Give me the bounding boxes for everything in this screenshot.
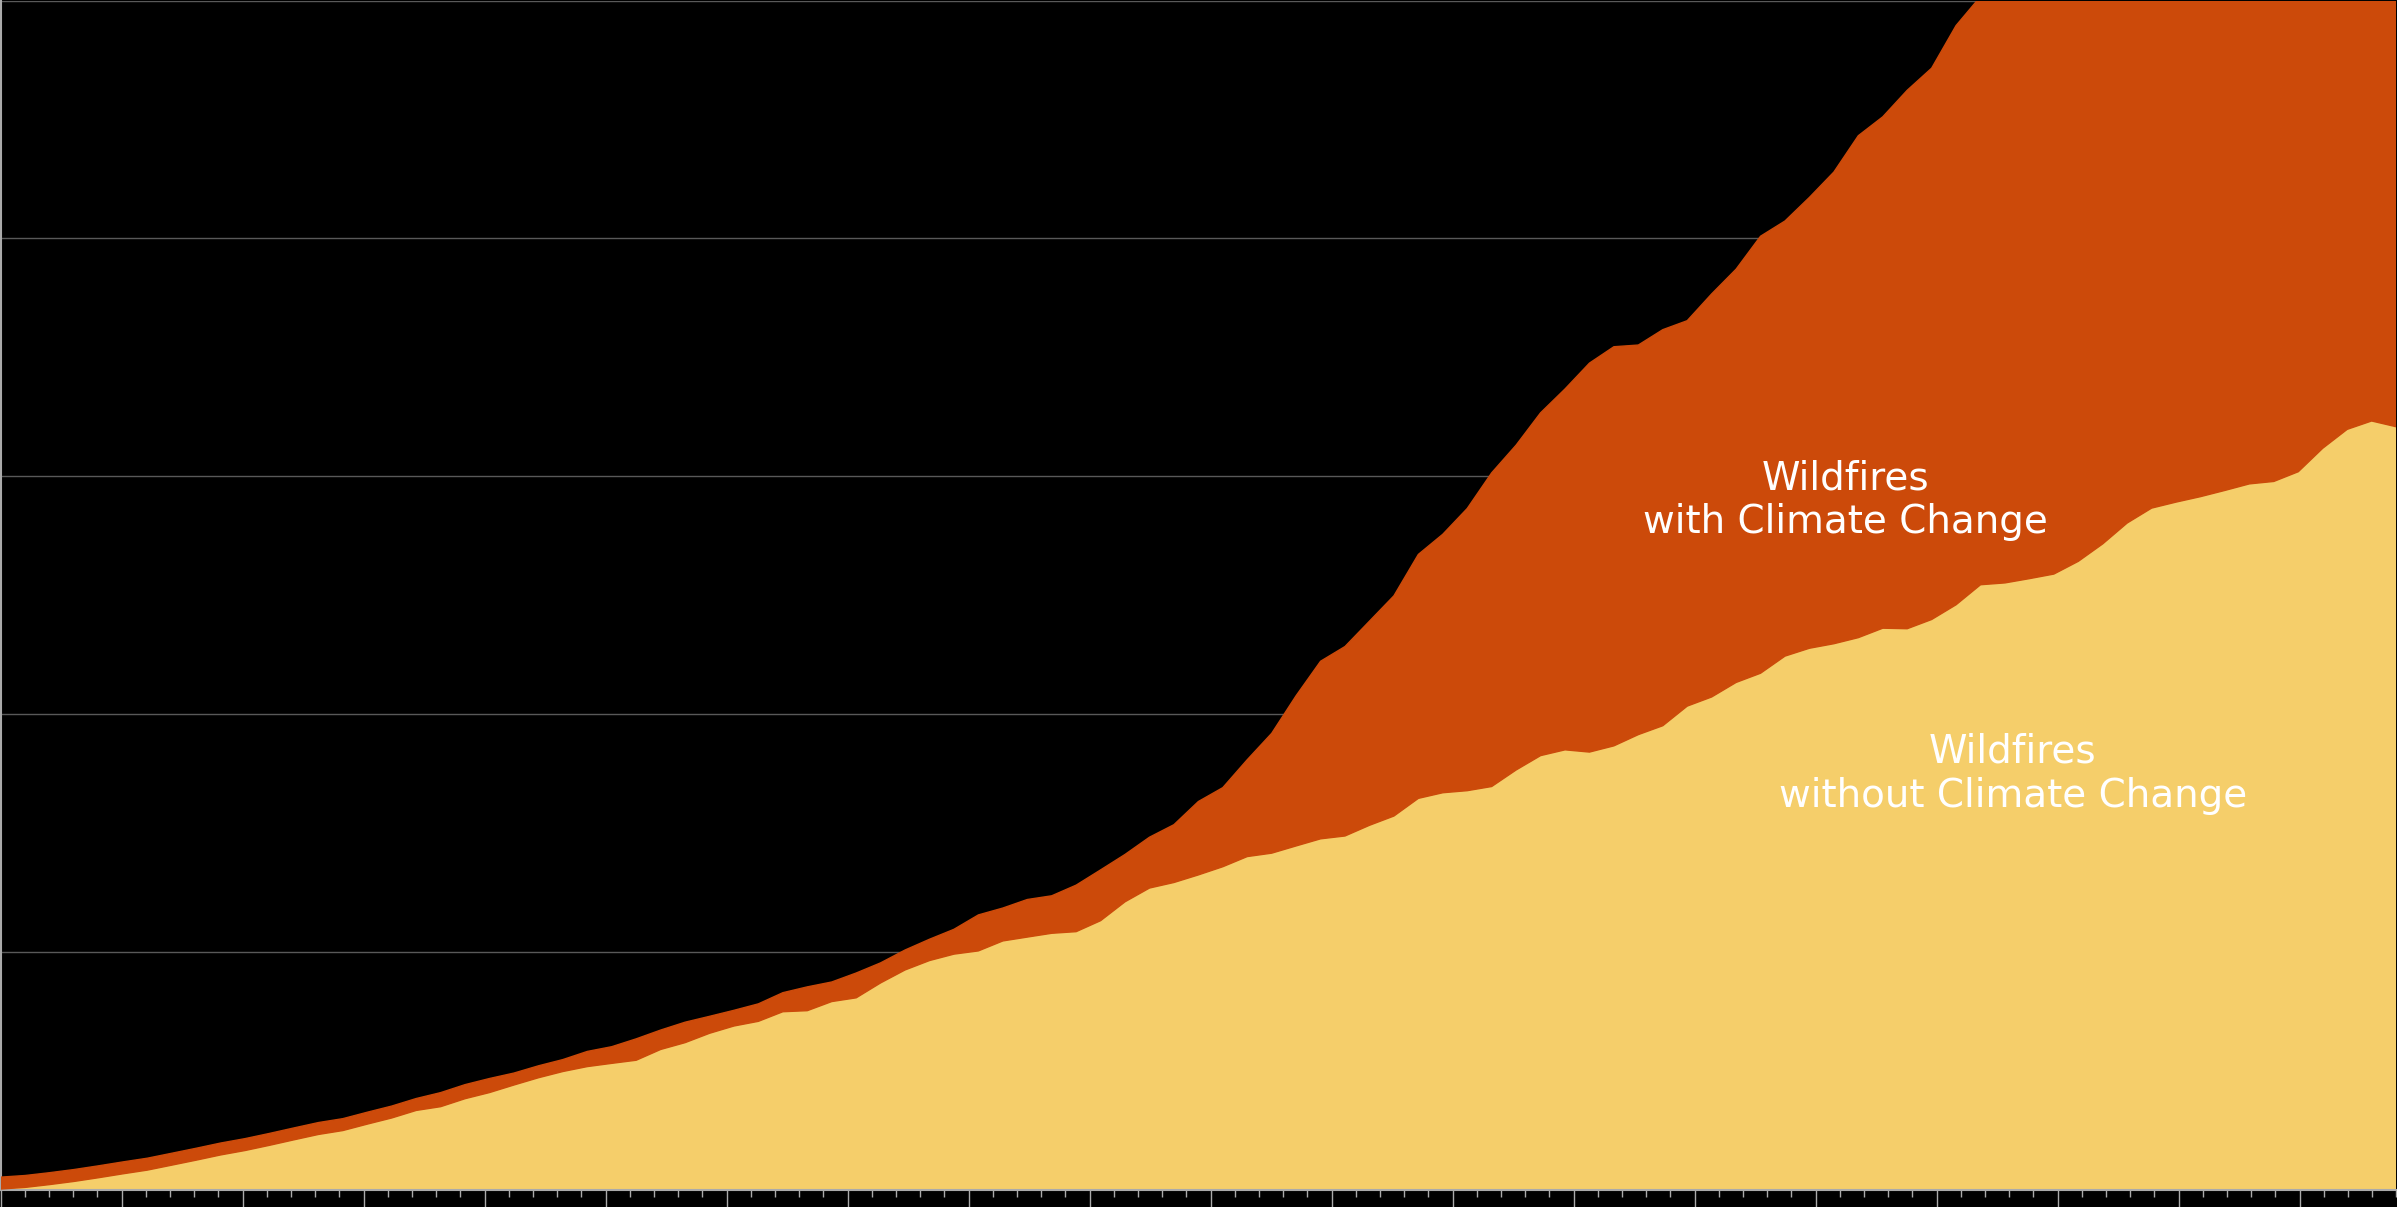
Text: Wildfires
with Climate Change: Wildfires with Climate Change: [1642, 459, 2047, 541]
Text: Wildfires
without Climate Change: Wildfires without Climate Change: [1779, 733, 2246, 815]
